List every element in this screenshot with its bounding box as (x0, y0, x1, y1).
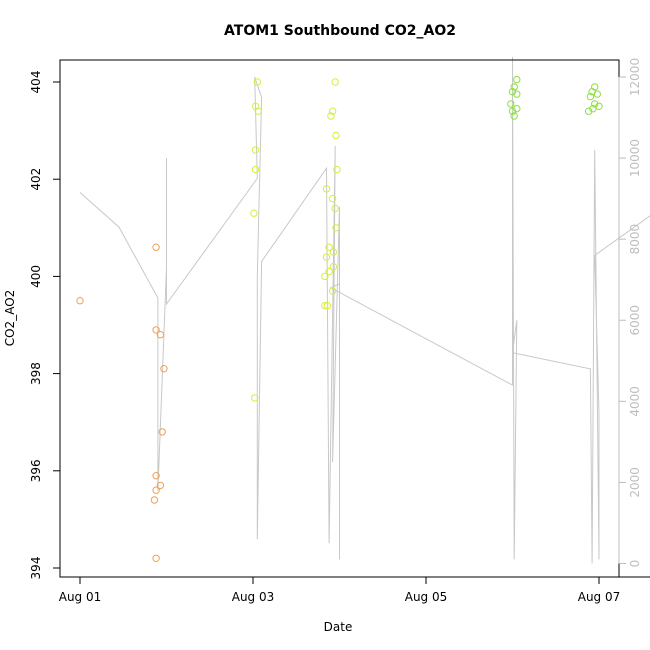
y2-tick-label: 12000 (628, 58, 642, 96)
data-point (253, 78, 261, 86)
x-tick-label: Aug 03 (232, 590, 275, 604)
data-point (321, 301, 329, 310)
data-point (152, 472, 160, 480)
chart-title: ATOM1 Southbound CO2_AO2 (224, 23, 456, 39)
x-tick-label: Aug 05 (405, 590, 448, 604)
data-point (329, 263, 338, 271)
data-point (327, 112, 335, 120)
data-point (331, 78, 339, 86)
data-point (584, 107, 593, 115)
data-point (591, 100, 599, 108)
data-point (156, 331, 165, 339)
data-point (510, 112, 518, 120)
data-point (328, 194, 337, 203)
data-point (513, 105, 521, 113)
data-point (325, 267, 333, 276)
data-point (156, 481, 165, 490)
data-point (251, 146, 260, 154)
y-tick-label: 398 (29, 362, 43, 385)
data-point (508, 88, 517, 96)
data-point (322, 185, 331, 193)
data-point (321, 272, 329, 281)
data-point (158, 428, 166, 436)
y-tick-label: 396 (29, 459, 43, 482)
data-point (593, 90, 601, 98)
data-point (152, 326, 160, 334)
data-point (325, 243, 333, 251)
data-point (323, 301, 332, 310)
data-point (586, 92, 595, 101)
data-point (332, 131, 340, 140)
data-points-layer (76, 75, 603, 562)
y-tick-label: 400 (29, 265, 43, 288)
data-point (507, 100, 515, 108)
data-point (332, 224, 340, 232)
y-tick-label: 404 (29, 71, 43, 94)
x-tick-label: Aug 01 (59, 590, 102, 604)
data-point (328, 107, 337, 115)
data-point (513, 90, 521, 98)
secondary-line-layer (79, 56, 650, 564)
data-point (322, 253, 331, 261)
data-point (508, 107, 517, 115)
data-point (76, 297, 84, 305)
y-tick-label: 394 (29, 557, 43, 580)
y2-tick-label: 6000 (628, 305, 642, 336)
data-point (510, 83, 518, 91)
y2-tick-label: 4000 (628, 386, 642, 417)
x-axis-label: Date (324, 620, 353, 634)
data-point (513, 75, 521, 84)
data-point (152, 243, 160, 251)
data-point (328, 287, 337, 295)
data-point (589, 105, 597, 113)
x-tick-label: Aug 07 (578, 590, 621, 604)
data-point (250, 209, 258, 217)
data-point (329, 248, 338, 256)
data-point (254, 107, 262, 115)
data-point (595, 102, 603, 111)
y2-tick-label: 2000 (628, 467, 642, 498)
y-axis-label: CO2_AO2 (3, 290, 17, 347)
data-point (160, 365, 168, 373)
data-point (251, 394, 259, 402)
y-tick-label: 402 (29, 168, 43, 191)
data-point (251, 165, 260, 174)
secondary-series-line (79, 56, 650, 564)
y2-tick-label: 0 (628, 560, 642, 568)
y2-tick-label: 8000 (628, 224, 642, 255)
data-point (333, 165, 341, 174)
y2-tick-label: 10000 (628, 139, 642, 177)
data-point (152, 486, 160, 494)
data-point (152, 554, 160, 562)
data-point (150, 496, 159, 504)
data-point (331, 204, 339, 213)
